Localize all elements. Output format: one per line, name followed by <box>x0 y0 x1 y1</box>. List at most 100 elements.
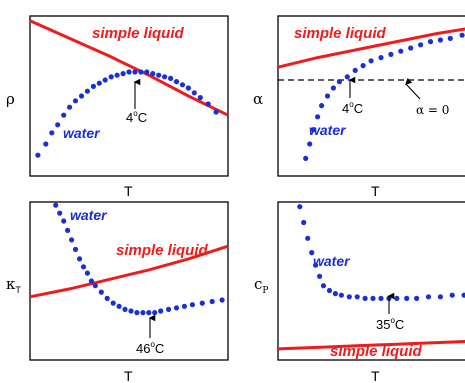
heat-capacity-water-point <box>313 262 319 268</box>
compressibility-water-point <box>98 289 104 295</box>
expansion-water-point <box>360 63 366 69</box>
heat-capacity-water-point <box>449 292 455 298</box>
expansion-annot-deg: o <box>349 100 354 109</box>
expansion-water-label: water <box>309 122 347 138</box>
density-water-point <box>61 112 67 118</box>
density-annotation: 4oC <box>126 109 147 125</box>
density-water-point <box>43 141 49 147</box>
expansion-water-point <box>398 48 404 54</box>
svg-text:35oC: 35oC <box>376 316 404 332</box>
density-water-point <box>213 109 219 115</box>
expansion-water-point <box>324 93 331 99</box>
heat-capacity-water-points <box>297 204 465 301</box>
expansion-annot-value: 4 <box>342 101 349 116</box>
density-water-point <box>96 80 102 86</box>
svg-text:4oC: 4oC <box>126 109 147 125</box>
compressibility-water-point <box>189 302 195 308</box>
compressibility-simple-liquid-label: simple liquid <box>116 242 209 259</box>
heat-capacity-water-label: water <box>313 253 351 269</box>
compressibility-water-point <box>219 297 225 303</box>
expansion-water-point <box>418 42 424 48</box>
expansion-water-point <box>336 79 342 85</box>
compressibility-water-point <box>72 246 79 252</box>
density-water-point <box>108 74 114 80</box>
density-water-point <box>126 69 132 75</box>
density-water-point <box>102 77 108 83</box>
compressibility-annot-deg: o <box>150 340 155 349</box>
compressibility-water-point <box>69 237 75 243</box>
compressibility-ylabel-sub: T <box>15 285 21 295</box>
density-water-point <box>90 83 96 89</box>
density-water-point <box>185 85 191 91</box>
expansion-simple-liquid-line <box>277 27 465 69</box>
density-water-point <box>132 69 138 75</box>
compressibility-water-point <box>84 270 90 276</box>
compressibility-water-point <box>140 310 146 316</box>
expansion-water-point <box>378 55 384 61</box>
expansion-water-point <box>311 127 317 133</box>
heat-capacity-ylabel-sub: P <box>262 286 268 296</box>
heat-capacity-simple-liquid-label: simple liquid <box>330 343 423 360</box>
heat-capacity-water-point <box>320 283 327 289</box>
compressibility-water-point <box>158 308 164 314</box>
expansion-water-points <box>303 32 465 161</box>
compressibility-water-point <box>122 306 128 312</box>
compressibility-water-point <box>146 310 152 316</box>
compressibility-water-point <box>110 300 116 306</box>
compressibility-water-point <box>104 295 110 301</box>
compressibility-ylabel: κT <box>6 275 21 295</box>
compressibility-annot-unit: C <box>155 341 164 356</box>
density-annot-unit: C <box>138 110 147 125</box>
density-water-point <box>114 72 120 78</box>
density-water-point <box>49 130 55 136</box>
expansion-water-point <box>303 155 309 161</box>
panel-density: ρ T simple liquid water 4oC <box>6 15 229 199</box>
expansion-zero-label: α = 0 <box>416 103 449 117</box>
heat-capacity-water-point <box>309 250 315 256</box>
heat-capacity-annot-unit: C <box>395 317 404 332</box>
heat-capacity-water-point <box>338 292 344 298</box>
density-water-point <box>120 71 126 77</box>
heat-capacity-water-point <box>332 291 338 297</box>
compressibility-water-point <box>134 310 140 316</box>
compressibility-water-point <box>76 256 83 262</box>
heat-capacity-water-point <box>297 204 303 210</box>
density-axes-frame <box>29 15 229 177</box>
density-water-points <box>35 69 219 158</box>
heat-capacity-annot-deg: o <box>390 316 395 325</box>
heat-capacity-water-point <box>354 294 360 300</box>
compressibility-water-point <box>57 210 63 216</box>
heat-capacity-water-point <box>378 295 384 301</box>
density-water-point <box>144 69 150 75</box>
density-xlabel: T <box>124 183 133 199</box>
density-water-point <box>168 75 174 81</box>
expansion-water-point <box>408 45 414 51</box>
expansion-ylabel: α <box>253 90 263 108</box>
compressibility-annot-value: 46 <box>136 341 150 356</box>
svg-text:κT: κT <box>6 275 21 295</box>
density-ylabel: ρ <box>6 90 15 108</box>
density-water-point <box>84 88 90 94</box>
heat-capacity-water-point <box>362 295 368 301</box>
expansion-water-point <box>352 67 358 73</box>
density-water-point <box>197 95 203 101</box>
compressibility-axes-frame <box>29 201 229 361</box>
density-water-point <box>55 122 61 128</box>
expansion-water-point <box>459 32 465 38</box>
compressibility-water-point <box>128 308 134 314</box>
heat-capacity-ylabel-main: c <box>254 275 262 293</box>
heat-capacity-annot-value: 35 <box>376 317 390 332</box>
expansion-simple-liquid-label: simple liquid <box>294 25 387 42</box>
density-water-point <box>72 98 79 104</box>
expansion-water-point <box>319 103 325 109</box>
heat-capacity-axes-frame <box>277 201 465 361</box>
compressibility-water-point <box>209 298 215 305</box>
density-water-point <box>150 71 156 77</box>
compressibility-water-point <box>65 227 71 233</box>
expansion-annotation: 4oC <box>342 100 363 116</box>
compressibility-water-point <box>80 264 87 270</box>
expansion-water-point <box>388 51 394 58</box>
compressibility-ylabel-main: κ <box>6 275 16 293</box>
density-water-point <box>191 90 197 96</box>
